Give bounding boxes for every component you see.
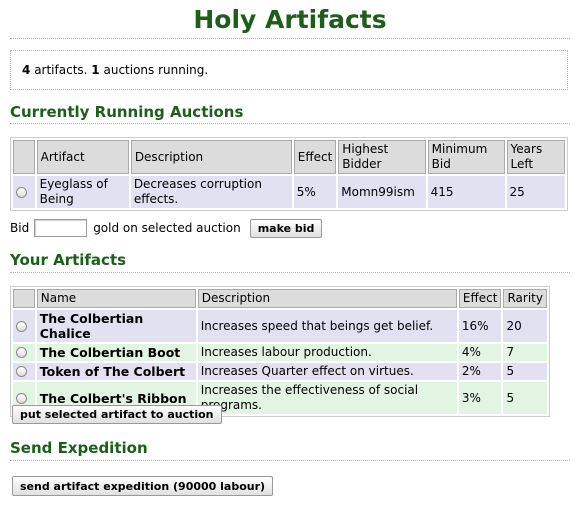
column-header-years-left: Years Left — [506, 140, 565, 174]
summary-box: 4 artifacts. 1 auctions running. — [10, 50, 568, 90]
artifact-name: The Colbertian Chalice — [36, 310, 196, 342]
artifact-rarity: 5 — [503, 382, 547, 414]
bid-amount-input[interactable] — [34, 219, 88, 237]
auction-row: Eyeglass of Being Decreases corruption e… — [13, 176, 565, 208]
column-header-artifact: Artifact — [36, 140, 129, 174]
column-header-effect: Effect — [458, 289, 502, 308]
auction-select-cell — [13, 176, 35, 208]
artifact-description: Increases speed that beings get belief. — [197, 310, 457, 342]
auctions-word: auctions running. — [103, 63, 209, 77]
select-column-header — [13, 289, 35, 308]
artifact-rarity: 20 — [503, 310, 547, 342]
artifact-select-cell — [13, 363, 35, 380]
artifacts-divider — [10, 272, 570, 273]
column-header-rarity: Rarity — [503, 289, 547, 308]
artifact-radio[interactable] — [16, 366, 27, 377]
column-header-description: Description — [130, 140, 292, 174]
expedition-divider — [10, 460, 570, 461]
column-header-description: Description — [197, 289, 457, 308]
auction-artifact: Eyeglass of Being — [36, 176, 129, 208]
artifacts-table: Name Description Effect Rarity The Colbe… — [10, 286, 550, 417]
auction-count: 1 — [91, 63, 100, 77]
artifact-row: The Colbertian Chalice Increases speed t… — [13, 310, 547, 342]
artifact-description: Increases labour production. — [197, 344, 457, 361]
column-header-effect: Effect — [293, 140, 337, 174]
send-expedition-heading: Send Expedition — [10, 439, 148, 457]
artifact-name: The Colbertian Boot — [36, 344, 196, 361]
artifacts-header-row: Name Description Effect Rarity — [13, 289, 547, 308]
artifact-effect: 16% — [458, 310, 502, 342]
artifact-description: Increases the effectiveness of social pr… — [197, 382, 457, 414]
bid-label: Bid — [10, 221, 30, 235]
artifact-effect: 3% — [458, 382, 502, 414]
artifact-rarity: 5 — [503, 363, 547, 380]
auction-minimum-bid: 415 — [427, 176, 505, 208]
page-title: Holy Artifacts — [193, 5, 387, 34]
auctions-header-row: Artifact Description Effect Highest Bidd… — [13, 140, 565, 174]
artifact-effect: 2% — [458, 363, 502, 380]
artifact-description: Increases Quarter effect on virtues. — [197, 363, 457, 380]
auction-radio[interactable] — [16, 186, 27, 198]
auctions-heading: Currently Running Auctions — [10, 103, 244, 121]
title-divider — [10, 38, 570, 39]
your-artifacts-heading: Your Artifacts — [10, 251, 127, 269]
artifact-row: The Colbertian Boot Increases labour pro… — [13, 344, 547, 361]
auctions-divider — [10, 123, 570, 124]
column-header-name: Name — [36, 289, 196, 308]
artifact-select-cell — [13, 310, 35, 342]
auction-description: Decreases corruption effects. — [130, 176, 292, 208]
make-bid-button[interactable]: make bid — [249, 218, 323, 238]
artifact-count: 4 — [22, 63, 31, 77]
artifacts-word: artifacts. — [34, 63, 88, 77]
auction-effect: 5% — [293, 176, 337, 208]
artifact-radio[interactable] — [16, 392, 27, 404]
send-expedition-button[interactable]: send artifact expedition (90000 labour) — [12, 476, 274, 496]
bid-suffix-label: gold on selected auction — [93, 221, 241, 235]
auction-highest-bidder: Momn99ism — [338, 176, 426, 208]
select-column-header — [13, 140, 35, 174]
artifact-row: Token of The Colbert Increases Quarter e… — [13, 363, 547, 380]
artifact-name: Token of The Colbert — [36, 363, 196, 380]
auctions-table: Artifact Description Effect Highest Bidd… — [10, 137, 568, 211]
artifact-rarity: 7 — [503, 344, 547, 361]
artifact-radio[interactable] — [16, 320, 27, 332]
put-artifact-to-auction-button[interactable]: put selected artifact to auction — [12, 405, 222, 424]
artifact-radio[interactable] — [16, 347, 27, 358]
column-header-highest-bidder: Highest Bidder — [338, 140, 426, 174]
bid-form: Bid gold on selected auction make bid — [10, 218, 323, 238]
column-header-minimum-bid: Minimum Bid — [427, 140, 505, 174]
auction-years-left: 25 — [506, 176, 565, 208]
artifact-select-cell — [13, 344, 35, 361]
artifact-effect: 4% — [458, 344, 502, 361]
